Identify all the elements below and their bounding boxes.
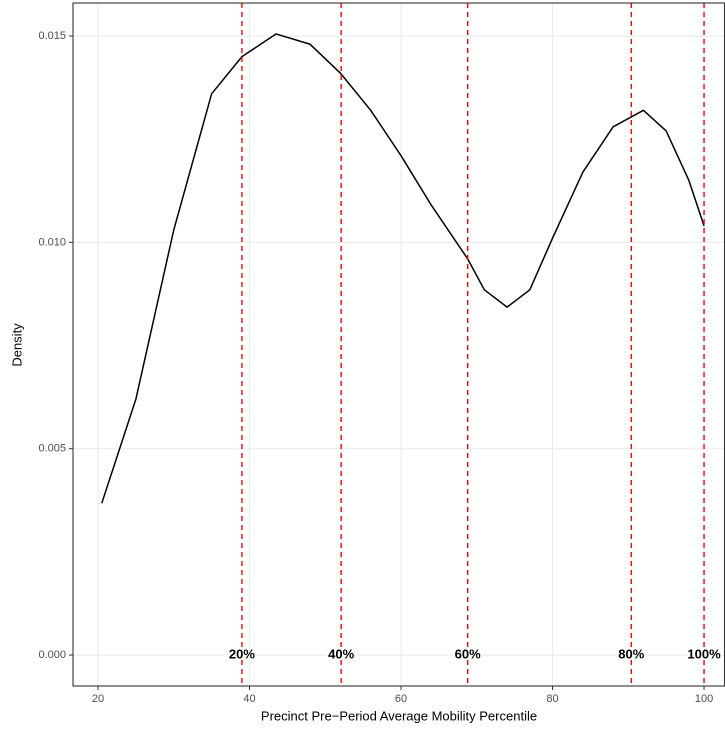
quantile-label: 40% [328,646,354,661]
y-axis-label: Density [9,323,24,367]
density-line [101,33,705,504]
quantile-label: 80% [618,646,644,661]
quantile-label: 60% [455,646,481,661]
x-tick-label: 40 [243,693,255,705]
panel [73,3,725,686]
x-axis-label: Precinct Pre−Period Average Mobility Per… [261,708,537,723]
y-tick-label: 0.015 [38,30,66,42]
quantile-label: 20% [229,646,255,661]
y-tick-label: 0.010 [38,236,66,248]
x-tick-label: 20 [92,693,104,705]
x-tick-label: 60 [395,693,407,705]
x-tick-label: 80 [546,693,558,705]
quantile-label: 100% [687,646,721,661]
x-tick-label: 100 [695,693,713,705]
y-tick-label: 0.005 [38,443,66,455]
y-tick-label: 0.000 [38,649,66,661]
